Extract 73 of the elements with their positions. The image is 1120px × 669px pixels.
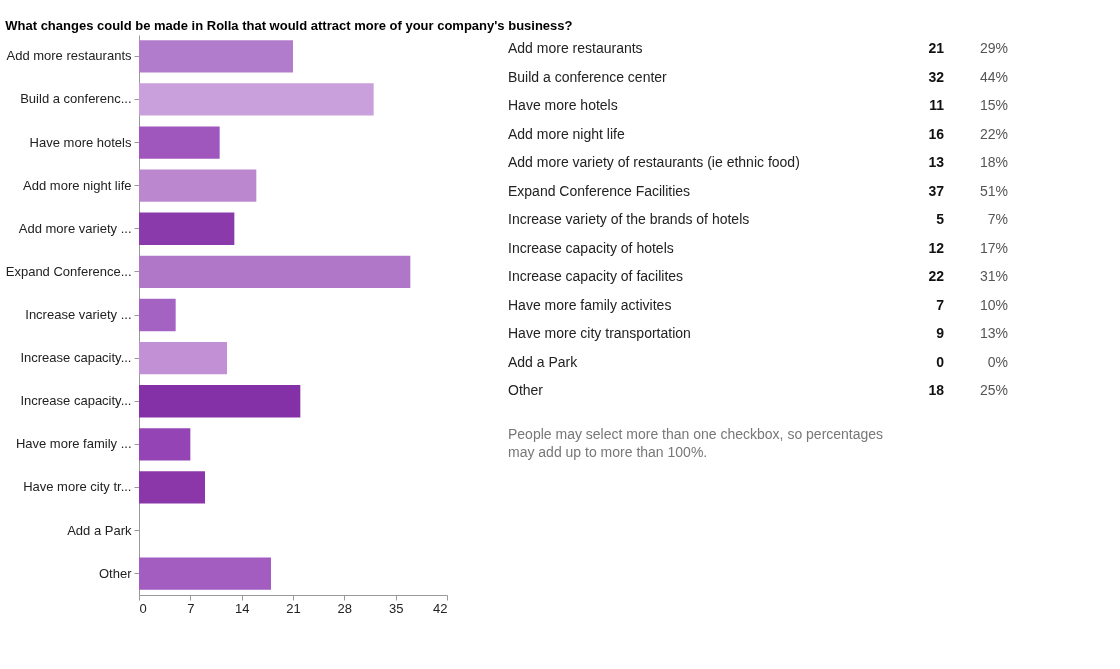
bar <box>139 428 191 461</box>
category-label: Have more hotels <box>508 97 618 114</box>
bar <box>139 557 271 590</box>
text: 7% <box>987 211 1008 228</box>
bar <box>139 40 293 73</box>
y-tick-label: Have more hotels <box>29 134 132 150</box>
bar <box>139 126 220 159</box>
x-tick-label: 7 <box>187 600 195 616</box>
category-label: Have more family activites <box>508 296 672 313</box>
category-label: Add more restaurants <box>508 40 643 57</box>
data-label: 11 <box>929 97 945 114</box>
text: 0% <box>987 353 1008 370</box>
y-tick-label: Add more night life <box>23 177 132 193</box>
x-tick-label: 42 <box>433 600 448 616</box>
y-tick-label: Add more variety ... <box>18 220 132 236</box>
text: 10% <box>979 296 1008 313</box>
x-tick-label: 28 <box>337 600 353 616</box>
bar <box>139 255 411 289</box>
bar <box>139 83 374 116</box>
data-label: 37 <box>928 182 945 199</box>
text: 13% <box>979 325 1008 342</box>
bar <box>139 471 205 504</box>
x-tick-label: 0 <box>139 600 147 616</box>
y-tick-label: Increase capacity... <box>20 393 132 409</box>
category-label: Expand Conference Facilities <box>508 182 691 199</box>
data-label: 21 <box>928 40 945 57</box>
x-tick-label: 14 <box>234 600 250 616</box>
category-label: Other <box>508 382 544 399</box>
category-label: Have more city transportation <box>508 325 691 342</box>
category-label: Increase variety of the brands of hotels <box>508 211 750 228</box>
data-label: 12 <box>928 239 945 256</box>
text: 15% <box>979 97 1008 114</box>
category-label: Add more variety of restaurants (ie ethnic food) <box>508 154 800 171</box>
category-label: Increase capacity of hotels <box>508 239 674 256</box>
text: 17% <box>979 239 1008 256</box>
data-label: 7 <box>936 296 945 313</box>
data-label: 0 <box>936 353 945 370</box>
bar <box>139 212 235 245</box>
text: 18% <box>979 154 1008 171</box>
text: 51% <box>979 182 1008 199</box>
text: 25% <box>979 382 1008 399</box>
data-label: 32 <box>928 68 945 85</box>
text: 31% <box>979 268 1008 285</box>
x-tick-label: 35 <box>388 600 404 616</box>
bar <box>139 298 176 332</box>
text: 22% <box>979 125 1008 142</box>
data-label: 16 <box>928 125 945 142</box>
y-tick-label: Add a Park <box>67 522 132 538</box>
category-label: Add a Park <box>508 353 579 370</box>
text: People may select more than one checkbox, so percentages may add up to more than 100%. <box>508 425 884 460</box>
data-label: 18 <box>928 382 945 399</box>
y-tick-label: Add more restaurants <box>6 48 132 64</box>
data-label: 5 <box>936 211 945 228</box>
text: 29% <box>979 40 1008 57</box>
x-tick-label: 21 <box>286 600 301 616</box>
y-tick-label: Expand Conference... <box>5 263 132 279</box>
category-label: Increase capacity of facilites <box>508 268 684 285</box>
text: 44% <box>979 68 1008 85</box>
bar <box>139 341 227 375</box>
y-tick-label: Other <box>98 565 133 581</box>
data-label: 13 <box>928 154 945 171</box>
bar <box>139 169 257 202</box>
y-tick-label: Build a conferenc... <box>20 91 132 107</box>
y-tick-label: Have more city tr... <box>23 479 132 495</box>
y-tick-label: Increase variety ... <box>25 307 132 322</box>
category-label: Add more night life <box>508 125 625 142</box>
category-label: Build a conference center <box>508 68 668 85</box>
y-tick-label: Have more family ... <box>15 436 132 452</box>
data-label: 9 <box>936 325 945 342</box>
y-tick-label: Increase capacity... <box>20 350 132 366</box>
bar <box>139 385 301 418</box>
chart-title: What changes could be made in Rolla that would attract more of your company's business? <box>5 18 573 33</box>
data-label: 22 <box>928 268 945 285</box>
